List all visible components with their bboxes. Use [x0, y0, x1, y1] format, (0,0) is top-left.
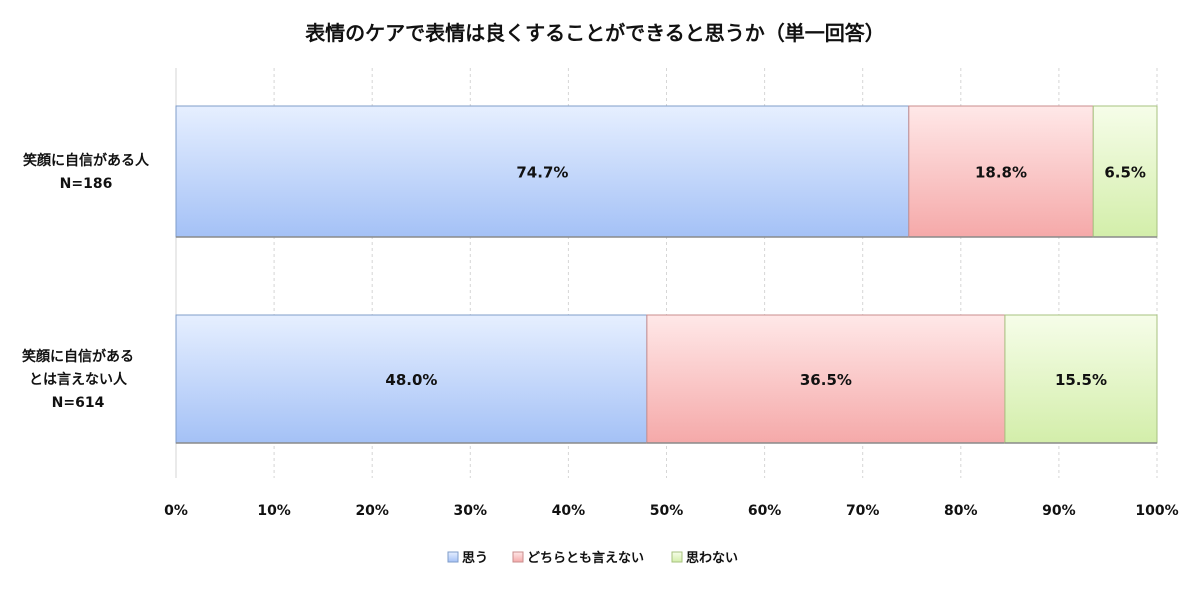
data-label: 74.7% [516, 164, 568, 182]
x-tick-label: 90% [1042, 503, 1076, 519]
category-label: 笑顔に自信がある [22, 348, 134, 365]
x-tick-label: 100% [1135, 503, 1178, 519]
category-label: とは言えない人 [29, 371, 128, 388]
bar-segment [1004, 314, 1158, 444]
bar-segment [1092, 105, 1158, 238]
legend-label: どちらとも言えない [527, 550, 644, 566]
category-label: 笑顔に自信がある人 [23, 152, 150, 169]
x-tick-label: 50% [650, 503, 684, 519]
x-tick-label: 20% [355, 503, 389, 519]
legend-swatch [671, 551, 683, 563]
category-label: N=186 [60, 176, 113, 192]
x-tick-label: 60% [748, 503, 782, 519]
data-label: 6.5% [1104, 164, 1146, 182]
bar-segment [646, 314, 1006, 444]
bar-segment [908, 105, 1094, 238]
legend-label: 思わない [686, 551, 738, 566]
legend-swatch [512, 551, 524, 563]
category-label: N=614 [52, 395, 105, 411]
x-tick-label: 30% [454, 503, 488, 519]
legend-swatch [447, 551, 459, 563]
x-tick-label: 10% [257, 503, 291, 519]
data-label: 48.0% [385, 371, 437, 389]
data-label: 36.5% [800, 371, 852, 389]
x-tick-label: 70% [846, 503, 880, 519]
bar-segment [175, 314, 648, 444]
x-tick-label: 80% [944, 503, 978, 519]
legend-label: 思う [462, 551, 488, 566]
chart-title: 表情のケアで表情は良くすることができると思うか（単一回答） [305, 21, 885, 45]
data-label: 15.5% [1055, 371, 1107, 389]
x-tick-label: 40% [552, 503, 586, 519]
x-tick-label: 0% [164, 503, 188, 519]
data-label: 18.8% [975, 164, 1027, 182]
